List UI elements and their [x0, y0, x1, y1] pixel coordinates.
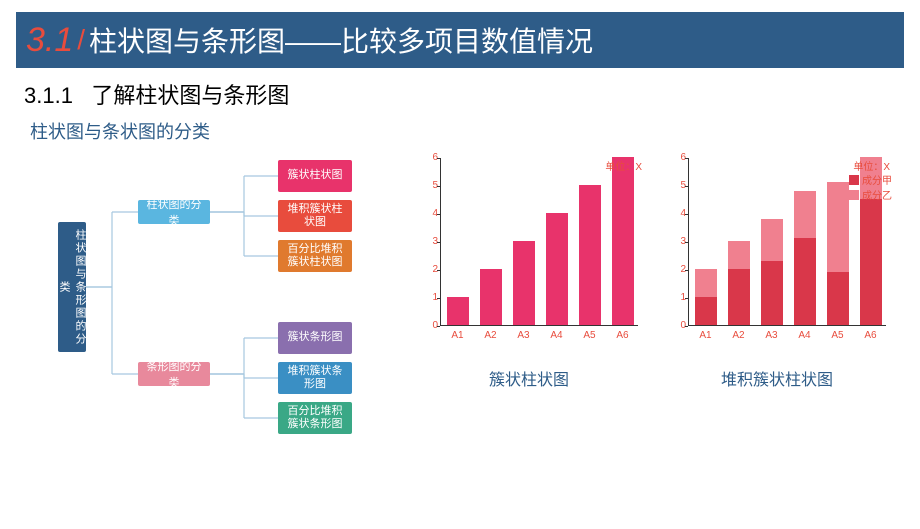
bar-segment — [728, 269, 750, 325]
charts-row: A1A2A3A4A5A60123456单位：X 簇状柱状图 A1A2A3A4A5… — [414, 154, 892, 474]
subsubsection-title: 柱状图与条状图的分类 — [30, 118, 920, 144]
section-number: 3.1 — [26, 21, 73, 60]
subsection-header: 3.1.1 了解柱状图与条形图 — [24, 78, 920, 110]
bar-segment — [728, 241, 750, 269]
bar — [447, 297, 469, 325]
bar-segment — [794, 238, 816, 325]
x-tick-label: A5 — [576, 330, 604, 341]
x-tick-label: A3 — [510, 330, 538, 341]
subsection-title: 了解柱状图与条形图 — [91, 83, 289, 108]
bar-segment — [761, 261, 783, 325]
x-tick-label: A6 — [609, 330, 637, 341]
subsection-number: 3.1.1 — [24, 83, 73, 108]
tree-leaf-node: 簇状柱状图 — [278, 160, 352, 192]
tree-mid-node: 柱状图的分类 — [138, 200, 210, 224]
bar-segment — [761, 219, 783, 261]
bar-segment — [827, 272, 849, 325]
clustered-bar-chart: A1A2A3A4A5A60123456单位：X 簇状柱状图 — [414, 154, 644, 474]
section-title: 柱状图与条形图——比较多项目数值情况 — [89, 20, 593, 60]
legend-item: 成分乙 — [849, 187, 892, 202]
x-tick-label: A1 — [444, 330, 472, 341]
chart2-caption: 堆积簇状柱状图 — [662, 366, 892, 390]
tree-leaf-node: 百分比堆积簇状柱状图 — [278, 240, 352, 272]
tree-leaf-node: 堆积簇状柱状图 — [278, 200, 352, 232]
bar — [579, 185, 601, 325]
x-tick-label: A1 — [692, 330, 720, 341]
chart1-caption: 簇状柱状图 — [414, 366, 644, 390]
bar — [612, 157, 634, 325]
tree-leaf-node: 百分比堆积簇状条形图 — [278, 402, 352, 434]
bar-segment — [695, 269, 717, 297]
x-tick-label: A6 — [857, 330, 885, 341]
x-tick-label: A3 — [758, 330, 786, 341]
bar — [480, 269, 502, 325]
bar — [546, 213, 568, 325]
main-content: 柱状图与条形图的分类 柱状图的分类条形图的分类簇状柱状图堆积簇状柱状图百分比堆积… — [0, 154, 920, 474]
x-tick-label: A4 — [791, 330, 819, 341]
slash-divider: / — [77, 24, 85, 56]
unit-label: 单位：X — [853, 158, 890, 173]
tree-leaf-node: 簇状条形图 — [278, 322, 352, 354]
tree-mid-node: 条形图的分类 — [138, 362, 210, 386]
x-tick-label: A2 — [477, 330, 505, 341]
x-tick-label: A5 — [824, 330, 852, 341]
legend: 成分甲成分乙 — [849, 172, 892, 202]
legend-item: 成分甲 — [849, 172, 892, 187]
bar-segment — [794, 191, 816, 239]
tree-root: 柱状图与条形图的分类 — [58, 222, 86, 352]
x-tick-label: A2 — [725, 330, 753, 341]
tree-leaf-node: 堆积簇状条形图 — [278, 362, 352, 394]
bar — [513, 241, 535, 325]
classification-tree: 柱状图与条形图的分类 柱状图的分类条形图的分类 簇状柱状图堆积簇状柱状图百分比堆积… — [30, 154, 410, 474]
stacked-bar-chart: A1A2A3A4A5A60123456单位：X成分甲成分乙 堆积簇状柱状图 — [662, 154, 892, 474]
section-header: 3.1 / 柱状图与条形图——比较多项目数值情况 — [16, 12, 904, 68]
unit-label: 单位：X — [605, 158, 642, 173]
bar-segment — [827, 182, 849, 272]
x-tick-label: A4 — [543, 330, 571, 341]
bar-segment — [860, 199, 882, 325]
bar-segment — [695, 297, 717, 325]
